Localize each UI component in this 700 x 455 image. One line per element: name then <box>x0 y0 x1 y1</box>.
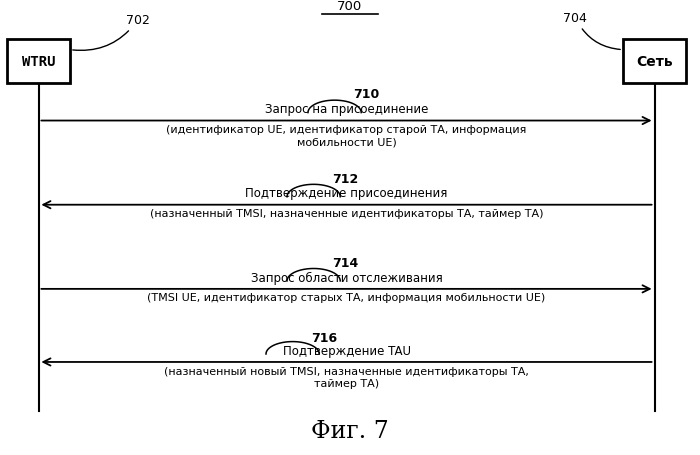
FancyBboxPatch shape <box>7 40 70 84</box>
Text: 712: 712 <box>332 172 358 185</box>
Text: Запрос на присоединение: Запрос на присоединение <box>265 103 428 116</box>
FancyBboxPatch shape <box>623 40 686 84</box>
Text: (назначенный новый TMSI, назначенные идентификаторы ТА,
таймер ТА): (назначенный новый TMSI, назначенные иде… <box>164 366 529 389</box>
Text: (идентификатор UE, идентификатор старой ТА, информация
мобильности UE): (идентификатор UE, идентификатор старой … <box>167 125 526 147</box>
Text: Запрос области отслеживания: Запрос области отслеживания <box>251 271 442 284</box>
Text: 702: 702 <box>73 14 150 51</box>
Text: 716: 716 <box>312 331 337 344</box>
Text: Сеть: Сеть <box>636 55 673 69</box>
Text: Подтверждение TAU: Подтверждение TAU <box>283 344 410 357</box>
Text: WTRU: WTRU <box>22 55 55 69</box>
Text: (TMSI UE, идентификатор старых ТА, информация мобильности UE): (TMSI UE, идентификатор старых ТА, инфор… <box>148 293 545 303</box>
Text: Фиг. 7: Фиг. 7 <box>311 419 389 442</box>
Text: 700: 700 <box>337 0 363 13</box>
Text: 710: 710 <box>354 88 379 101</box>
Text: 704: 704 <box>564 12 620 51</box>
Text: (назначенный TMSI, назначенные идентификаторы ТА, таймер ТА): (назначенный TMSI, назначенные идентифик… <box>150 209 543 219</box>
Text: 714: 714 <box>332 256 358 269</box>
Text: Подтверждение присоединения: Подтверждение присоединения <box>245 187 448 200</box>
